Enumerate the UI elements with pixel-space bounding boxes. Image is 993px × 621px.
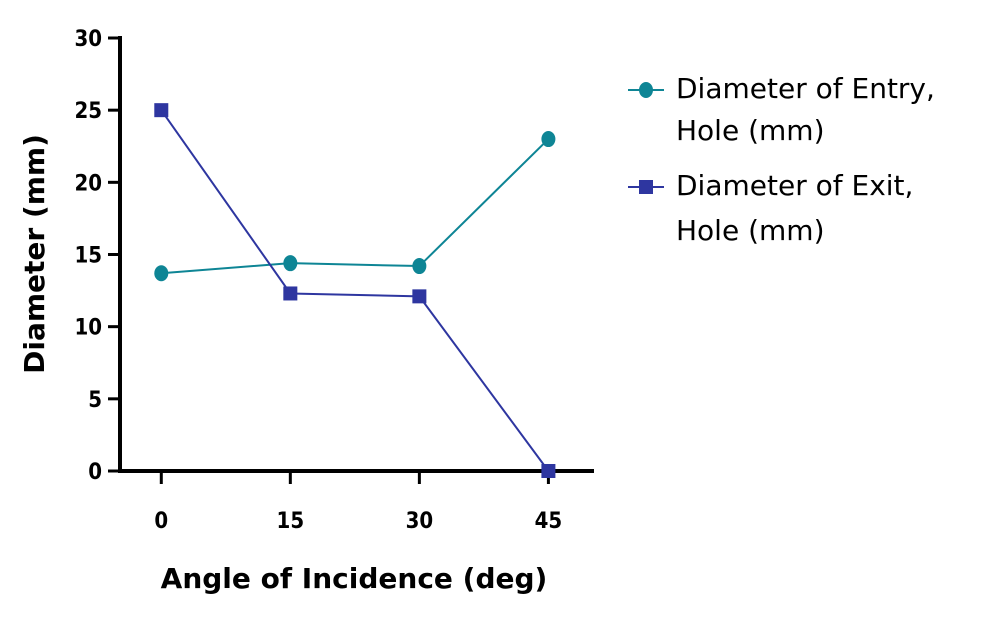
series-line bbox=[160, 109, 550, 472]
data-point-square bbox=[541, 464, 556, 478]
legend-entry-exit: Diameter of Exit, Hole (mm) bbox=[628, 169, 913, 247]
series-line bbox=[161, 138, 550, 275]
data-point-square bbox=[412, 289, 427, 304]
data-point-square bbox=[283, 286, 298, 301]
y-tick-label: 25 bbox=[74, 99, 102, 124]
y-tick-label: 10 bbox=[74, 316, 102, 341]
y-tick-label: 15 bbox=[74, 244, 102, 269]
y-tick-label: 30 bbox=[74, 27, 102, 52]
legend-label: Hole (mm) bbox=[676, 114, 825, 147]
x-tick-label: 15 bbox=[277, 509, 305, 534]
legend-label: Diameter of Exit, bbox=[676, 169, 913, 202]
data-point-square bbox=[154, 103, 169, 118]
data-point-circle bbox=[154, 265, 169, 282]
data-point-circle bbox=[541, 131, 556, 148]
y-tick-label: 0 bbox=[88, 460, 102, 485]
legend-square-marker bbox=[639, 180, 653, 194]
legend-circle-marker bbox=[639, 82, 653, 98]
legend: Diameter of Entry, Hole (mm) Diameter of… bbox=[628, 72, 935, 247]
series-entry-diameter bbox=[154, 131, 556, 282]
axes bbox=[118, 36, 594, 473]
x-tick-label: 0 bbox=[154, 509, 168, 534]
x-tick-label: 45 bbox=[535, 509, 563, 534]
data-point-circle bbox=[412, 258, 427, 275]
x-tick-label: 30 bbox=[406, 509, 434, 534]
legend-entry-entry: Diameter of Entry, Hole (mm) bbox=[628, 72, 935, 147]
legend-label: Hole (mm) bbox=[676, 214, 825, 247]
y-tick-label: 5 bbox=[88, 388, 102, 413]
series-exit-diameter bbox=[154, 103, 556, 478]
legend-label: Diameter of Entry, bbox=[676, 72, 935, 105]
data-point-circle bbox=[283, 255, 298, 272]
x-axis-label: Angle of Incidence (deg) bbox=[161, 562, 548, 595]
y-axis-label: Diameter (mm) bbox=[18, 134, 51, 374]
y-tick-label: 20 bbox=[74, 171, 102, 196]
